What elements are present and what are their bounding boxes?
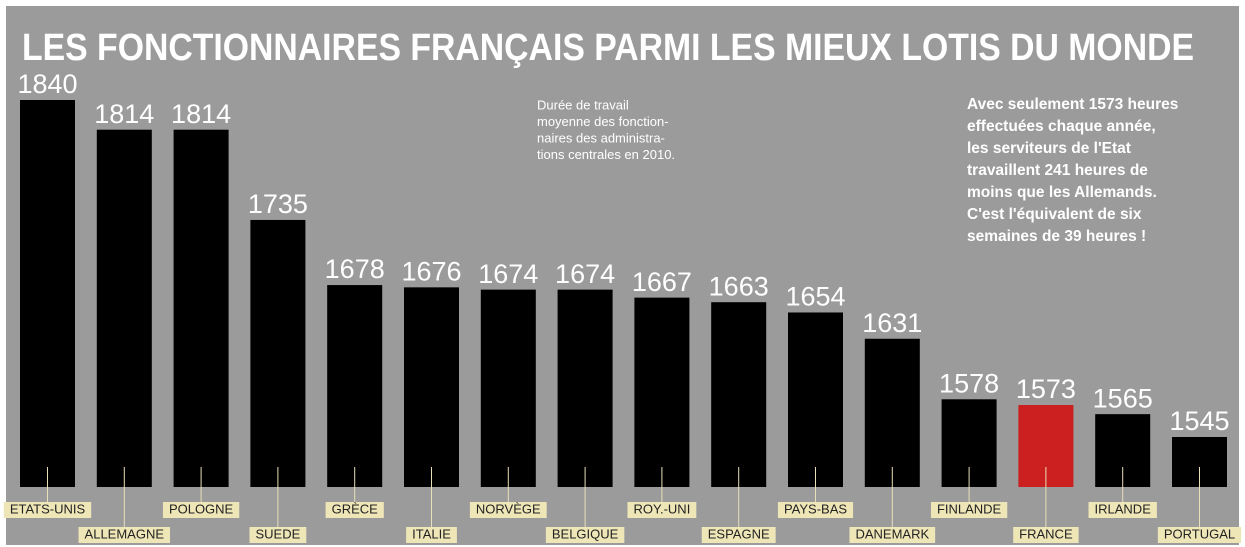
annotation-line: C'est l'équivalent de six bbox=[967, 206, 1142, 223]
category-box bbox=[777, 502, 854, 518]
category-label: BELGIQUE bbox=[552, 526, 619, 541]
note-line: naires des administra- bbox=[537, 130, 665, 145]
bar bbox=[20, 100, 75, 487]
value-label: 1674 bbox=[478, 259, 538, 289]
category-box bbox=[1088, 502, 1157, 518]
value-label: 1654 bbox=[785, 282, 845, 312]
bar bbox=[711, 302, 767, 487]
value-label: 1565 bbox=[1093, 383, 1153, 413]
category-box bbox=[930, 502, 1008, 518]
category-label: ALLEMAGNE bbox=[85, 526, 165, 541]
annotation-line: Avec seulement 1573 heures bbox=[967, 96, 1178, 113]
bar bbox=[404, 287, 459, 487]
category-box bbox=[849, 527, 936, 543]
category-label: NORVÈGE bbox=[476, 501, 541, 516]
bar bbox=[173, 129, 229, 487]
bar bbox=[788, 312, 843, 487]
category-label: ROY.-UNI bbox=[633, 501, 690, 516]
category-label: PORTUGAL bbox=[1164, 526, 1235, 541]
note-line: moyenne des fonction- bbox=[537, 114, 669, 129]
value-label: 1814 bbox=[94, 99, 154, 129]
value-label: 1573 bbox=[1016, 374, 1076, 404]
category-label: ETATS-UNIS bbox=[10, 501, 86, 516]
value-label: 1735 bbox=[248, 189, 308, 219]
value-label: 1578 bbox=[939, 368, 999, 398]
category-label: POLOGNE bbox=[169, 501, 234, 516]
bar bbox=[96, 129, 152, 487]
bar bbox=[864, 338, 920, 487]
bar bbox=[327, 285, 383, 487]
category-box bbox=[469, 502, 547, 518]
category-label: ITALIE bbox=[412, 526, 451, 541]
annotation-line: les serviteurs de l'Etat bbox=[967, 140, 1131, 157]
category-box bbox=[249, 527, 307, 543]
bar bbox=[634, 297, 690, 487]
value-label: 1663 bbox=[709, 271, 769, 301]
category-label: PAYS-BAS bbox=[784, 501, 847, 516]
category-box bbox=[78, 527, 171, 543]
value-label: 1840 bbox=[17, 69, 77, 99]
category-label: ESPAGNE bbox=[708, 526, 770, 541]
category-box bbox=[1013, 527, 1079, 543]
category-box bbox=[545, 527, 625, 543]
category-box bbox=[1157, 527, 1242, 543]
value-label: 1667 bbox=[632, 267, 692, 297]
category-label: FINLANDE bbox=[937, 501, 1002, 516]
value-label: 1678 bbox=[325, 254, 385, 284]
category-label: IRLANDE bbox=[1095, 501, 1152, 516]
category-box bbox=[406, 527, 457, 543]
category-label: FRANCE bbox=[1019, 526, 1073, 541]
category-label: SUEDE bbox=[256, 526, 301, 541]
value-label: 1631 bbox=[862, 308, 922, 338]
value-label: 1545 bbox=[1169, 406, 1229, 436]
category-box bbox=[325, 502, 384, 518]
category-label: GRÈCE bbox=[332, 501, 379, 516]
category-box bbox=[162, 502, 240, 518]
bar bbox=[250, 219, 306, 487]
annotation-line: effectuées chaque année, bbox=[967, 118, 1156, 135]
bar bbox=[557, 289, 613, 487]
category-label: DANEMARK bbox=[855, 526, 929, 541]
annotation-line: moins que les Allemands. bbox=[967, 184, 1157, 201]
category-box bbox=[3, 502, 92, 518]
value-label: 1814 bbox=[171, 99, 231, 129]
category-box bbox=[627, 502, 697, 518]
note-line: Durée de travail bbox=[537, 97, 629, 112]
value-label: 1676 bbox=[401, 256, 461, 286]
note-line: tions centrales en 2010. bbox=[537, 147, 675, 162]
chart-title: LES FONCTIONNAIRES FRANÇAIS PARMI LES MI… bbox=[22, 27, 1194, 69]
value-label: 1674 bbox=[555, 259, 615, 289]
bar bbox=[480, 289, 536, 487]
annotation-line: semaines de 39 heures ! bbox=[967, 228, 1146, 245]
category-box bbox=[701, 527, 776, 543]
annotation-line: travaillent 241 heures de bbox=[967, 162, 1148, 179]
